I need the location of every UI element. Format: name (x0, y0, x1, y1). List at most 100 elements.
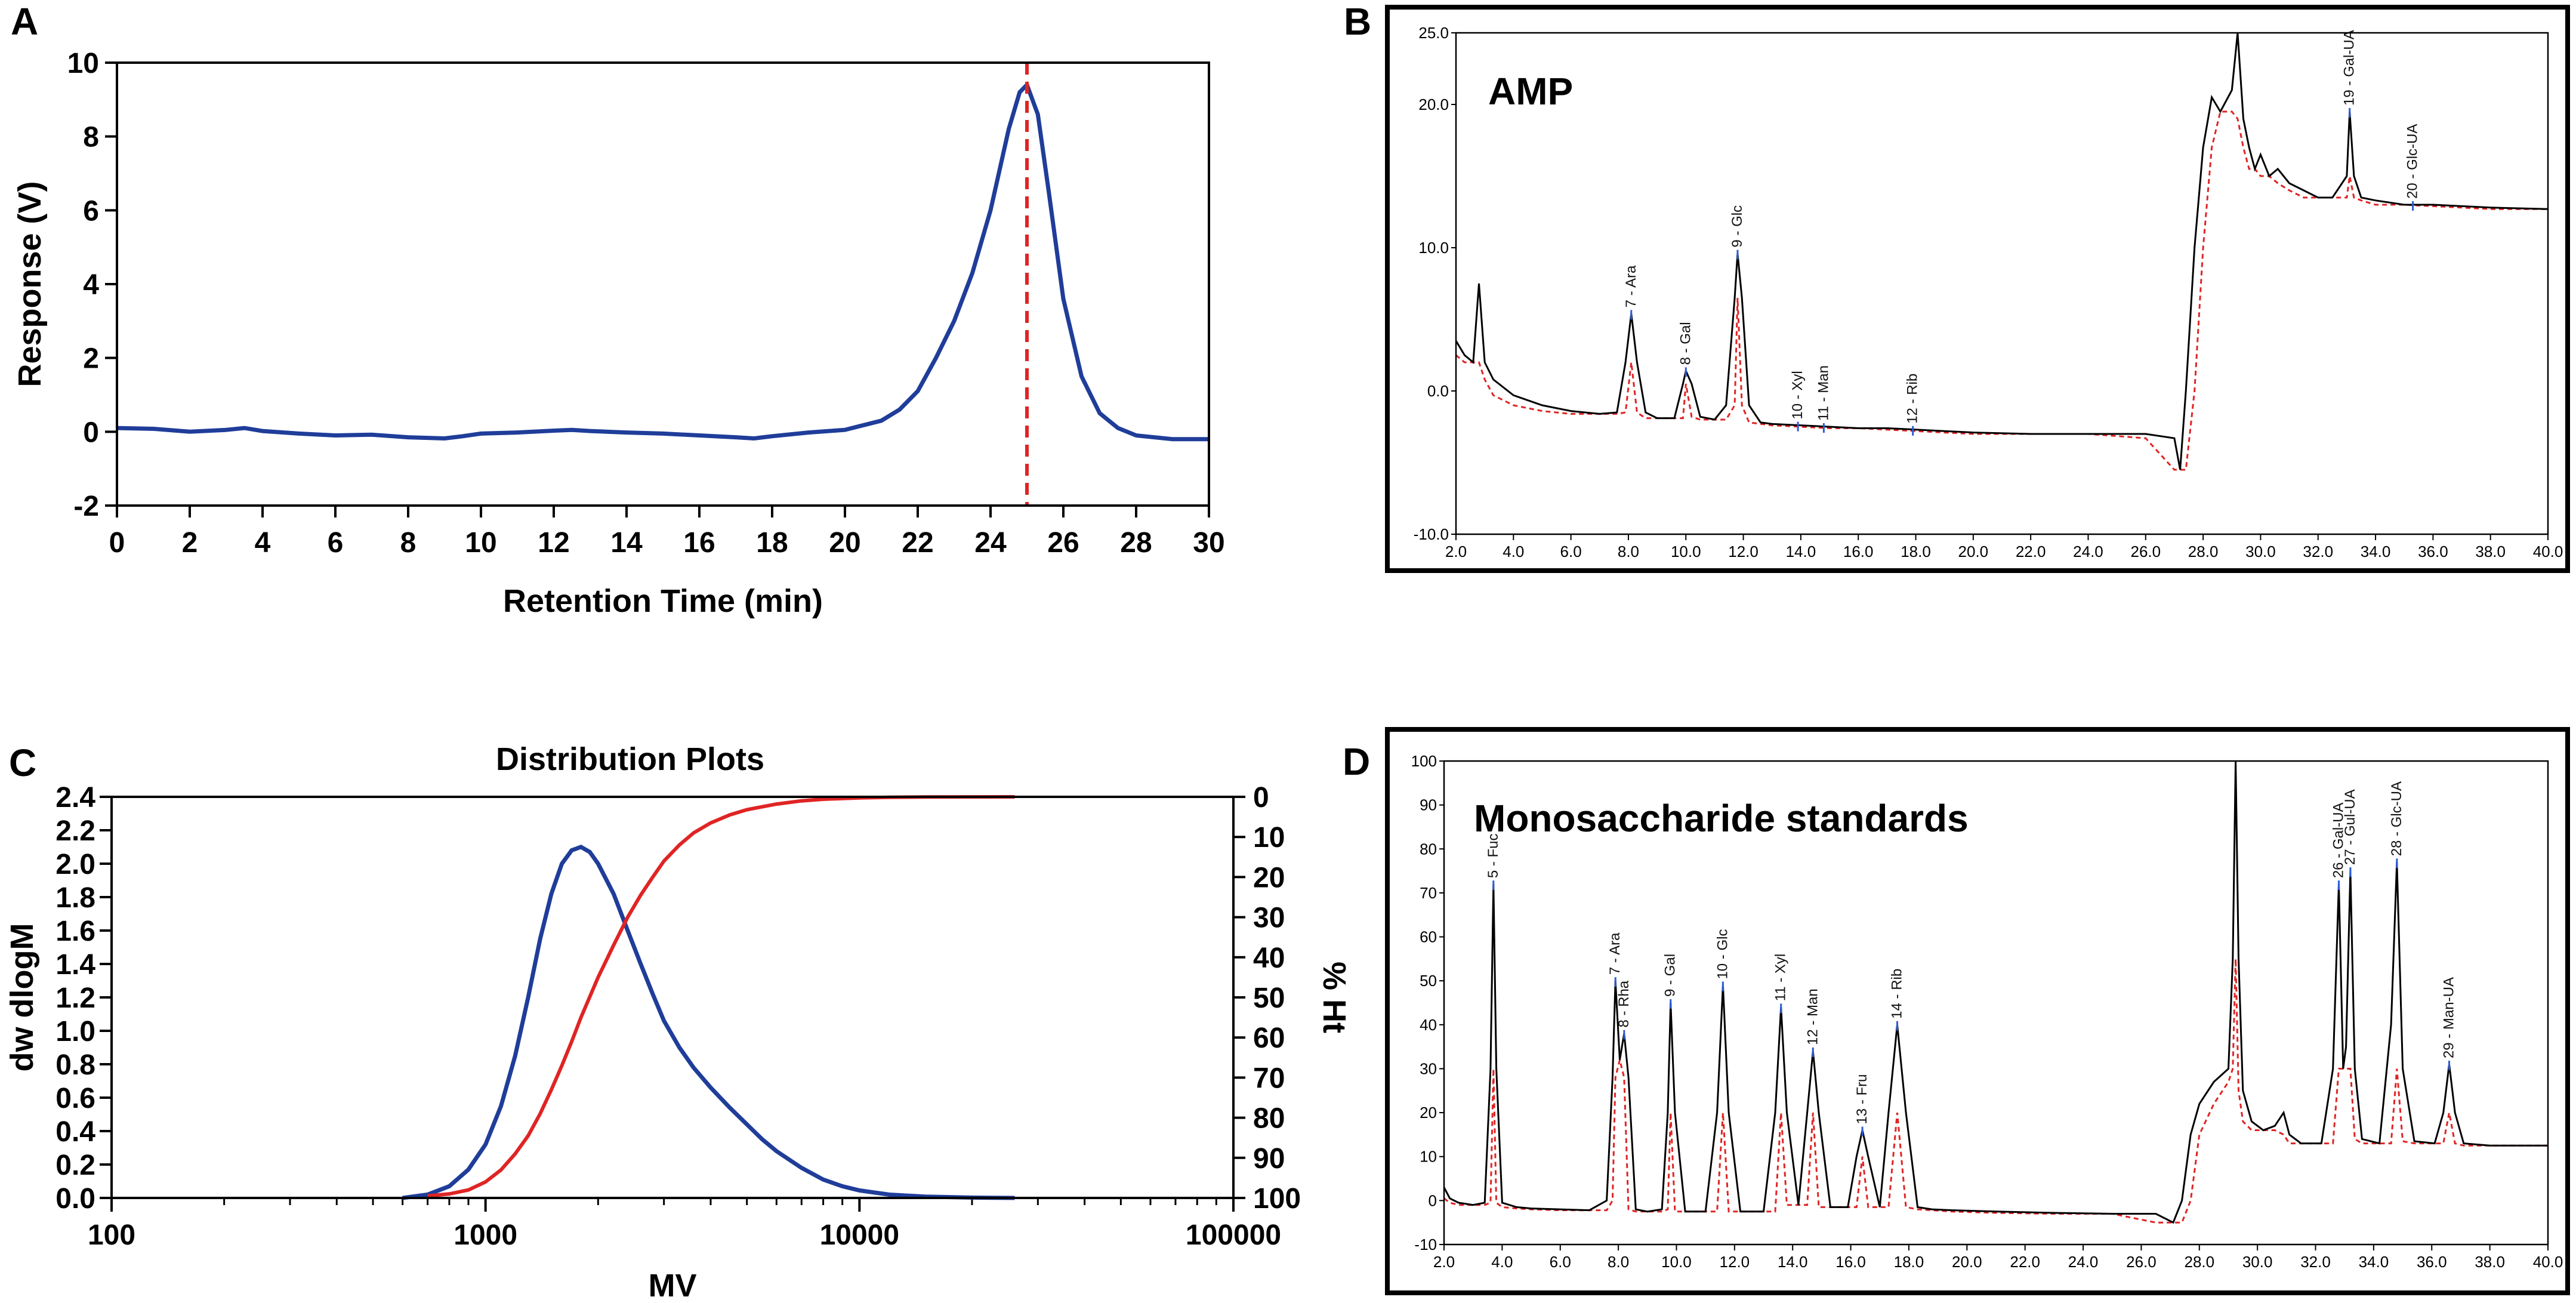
panel-b: B 2.0 4.0 6.0 8.0 10.0 12.0 14.0 16.0 18.0 20.0 22… (1344, 0, 2570, 573)
panel-a-xtick-label: 6 (328, 527, 344, 559)
panel-c-y2tick-label: 40 (1253, 942, 1285, 974)
panel-a-xtick-label: 28 (1120, 527, 1152, 559)
panel-b-xtick-label: 4.0 (1503, 543, 1524, 560)
panel-b-ytick-label: 10.0 (1418, 239, 1449, 257)
panel-b-xtick-label: 24.0 (2073, 543, 2103, 560)
panel-b-xtick-label: 12.0 (1728, 543, 1759, 560)
panel-c-y2tick-label: 70 (1253, 1062, 1285, 1094)
panel-c-xtick-label: 100 (88, 1219, 135, 1251)
panel-a-letter: A (11, 0, 38, 43)
panel-d-peak-label: 26 - Gal-UA (2330, 802, 2346, 878)
panel-c-ytick-label: 1.2 (55, 982, 95, 1014)
panel-d-peak-label: 12 - Man (1804, 988, 1821, 1045)
panel-d-series-line (1443, 760, 2548, 1224)
panel-b-xtick-label: 8.0 (1618, 543, 1639, 560)
panel-a-xtick-label: 18 (756, 527, 788, 559)
panel-a-ytick-label: 6 (83, 195, 99, 227)
panel-c-ytick-label: 2.4 (55, 782, 95, 814)
panel-d-baseline-line (1443, 959, 2548, 1224)
panel-d-xtick-label: 40.0 (2533, 1253, 2563, 1271)
panel-d-peak-label: 5 - Fuc (1485, 833, 1501, 878)
panel-b-xtick-label: 36.0 (2418, 543, 2448, 560)
panel-a-xlabel: Retention Time (min) (503, 583, 823, 619)
panel-b-peak-label: 11 - Man (1815, 365, 1831, 421)
panel-b-title: AMP (1488, 70, 1573, 113)
panel-c-ticks: 100 1000 10000 1000000.00.20.40.60.81.01.21… (55, 782, 1301, 1251)
panel-b-xtick-label: 40.0 (2533, 543, 2563, 560)
panel-d-plot-frame (1443, 760, 2549, 1246)
panel-c-plot-frame (110, 796, 1235, 1199)
panel-d-xtick-label: 18.0 (1894, 1253, 1924, 1271)
panel-c-xtick-label: 10000 (820, 1219, 899, 1251)
panel-b-xtick-label: 18.0 (1901, 543, 1931, 560)
panel-b-peak-labels: 7 - Ara 8 - Gal 9 - Glc 10 - Xyl 11 - Man 12 … (1623, 30, 2421, 436)
panel-d-xtick-label: 32.0 (2300, 1253, 2331, 1271)
panel-c-ytick-label: 0.2 (55, 1150, 95, 1181)
panel-b-outer-frame (1385, 5, 2570, 573)
panel-a-xtick-label: 10 (465, 527, 496, 559)
panel-c-ytick-label: 1.4 (55, 949, 95, 981)
panel-b-peak-label: 7 - Ara (1623, 265, 1639, 307)
panel-d-xtick-label: 36.0 (2417, 1253, 2447, 1271)
panel-c-ylabel: dw dlogM (4, 923, 40, 1072)
panel-a-xtick-label: 0 (109, 527, 125, 559)
panel-c-y2tick-label: 10 (1253, 822, 1285, 854)
panel-d-peak-label: 8 - Rha (1616, 980, 1632, 1027)
panel-b-ytick-label: 0.0 (1427, 382, 1449, 400)
panel-b-ticks: 2.0 4.0 6.0 8.0 10.0 12.0 14.0 16.0 18.0 20.0 22.0… (1414, 24, 2563, 560)
panel-d-xtick-label: 6.0 (1550, 1253, 1571, 1271)
panel-d-ytick-label: 80 (1420, 840, 1437, 858)
panel-d-ytick-label: 20 (1420, 1104, 1437, 1122)
panel-d-peak-label: 29 - Man-UA (2441, 977, 2457, 1058)
panel-d-ticks: 2.0 4.0 6.0 8.0 10.0 12.0 14.0 16.0 18.0 20.0 22.0… (1411, 752, 2563, 1271)
panel-d-ytick-label: 40 (1420, 1016, 1437, 1034)
panel-c-ytick-label: 0.4 (55, 1116, 95, 1148)
panel-d-ytick-label: 10 (1420, 1148, 1437, 1166)
panel-d-peak-label: 14 - Rib (1889, 969, 1905, 1019)
panel-c-series-ht (427, 795, 1015, 1198)
panel-c-xtick-label: 1000 (454, 1219, 517, 1251)
panel-b-ytick-label: 25.0 (1418, 24, 1449, 42)
panel-d-xtick-label: 38.0 (2475, 1253, 2505, 1271)
panel-d-xtick-label: 34.0 (2359, 1253, 2389, 1271)
panel-d-xtick-label: 22.0 (2010, 1253, 2040, 1271)
panel-b-plot-frame (1455, 32, 2549, 535)
panel-d-xtick-label: 14.0 (1778, 1253, 1808, 1271)
panel-d-xtick-label: 20.0 (1952, 1253, 1982, 1271)
panel-b-series-line (1455, 32, 2549, 470)
panel-b-xtick-label: 34.0 (2361, 543, 2391, 560)
panel-a-xtick-label: 8 (400, 527, 417, 559)
panel-d-ytick-label: 100 (1411, 752, 1437, 770)
panel-d: D 2.0 4.0 6.0 8.0 10.0 12.0 14.0 16.0 18.0 20.0 22… (1343, 727, 2570, 1295)
panel-d-baseline (1443, 959, 2548, 1224)
panel-c-y2tick-label: 100 (1253, 1183, 1301, 1215)
panel-d-title: Monosaccharide standards (1474, 797, 1969, 840)
panel-c-y2tick-label: 20 (1253, 862, 1285, 894)
panel-c-y2tick-label: 50 (1253, 982, 1285, 1014)
panel-c-ytick-label: 1.6 (55, 916, 95, 947)
panel-b-peak-label: 20 - Glc-UA (2405, 124, 2421, 199)
panel-a-xtick-label: 24 (974, 527, 1007, 559)
panel-a-xtick-label: 30 (1193, 527, 1224, 559)
panel-b-xtick-label: 2.0 (1445, 543, 1467, 560)
panel-a-ytick-label: 2 (83, 343, 99, 375)
panel-d-ytick-label: 50 (1420, 972, 1437, 990)
panel-c-letter: C (9, 741, 36, 784)
panel-d-xtick-label: 24.0 (2068, 1253, 2099, 1271)
panel-d-xtick-label: 16.0 (1835, 1253, 1866, 1271)
panel-b-baseline (1455, 110, 2548, 471)
panel-b-baseline-line (1455, 110, 2548, 471)
panel-a-xtick-label: 22 (902, 527, 933, 559)
panel-d-xtick-label: 10.0 (1661, 1253, 1692, 1271)
panel-c-ytick-label: 0.6 (55, 1083, 95, 1114)
panel-d-ytick-label: 70 (1420, 884, 1437, 902)
panel-c-series-dwdlogm (402, 845, 1015, 1200)
panel-c-ytick-label: 2.2 (55, 815, 95, 847)
panel-a-xtick-label: 16 (683, 527, 715, 559)
panel-c-ytick-label: 1.8 (55, 882, 95, 914)
panel-b-xtick-label: 16.0 (1843, 543, 1874, 560)
panel-c-y2tick-label: 60 (1253, 1022, 1285, 1054)
panel-a-series-line (116, 81, 1209, 442)
